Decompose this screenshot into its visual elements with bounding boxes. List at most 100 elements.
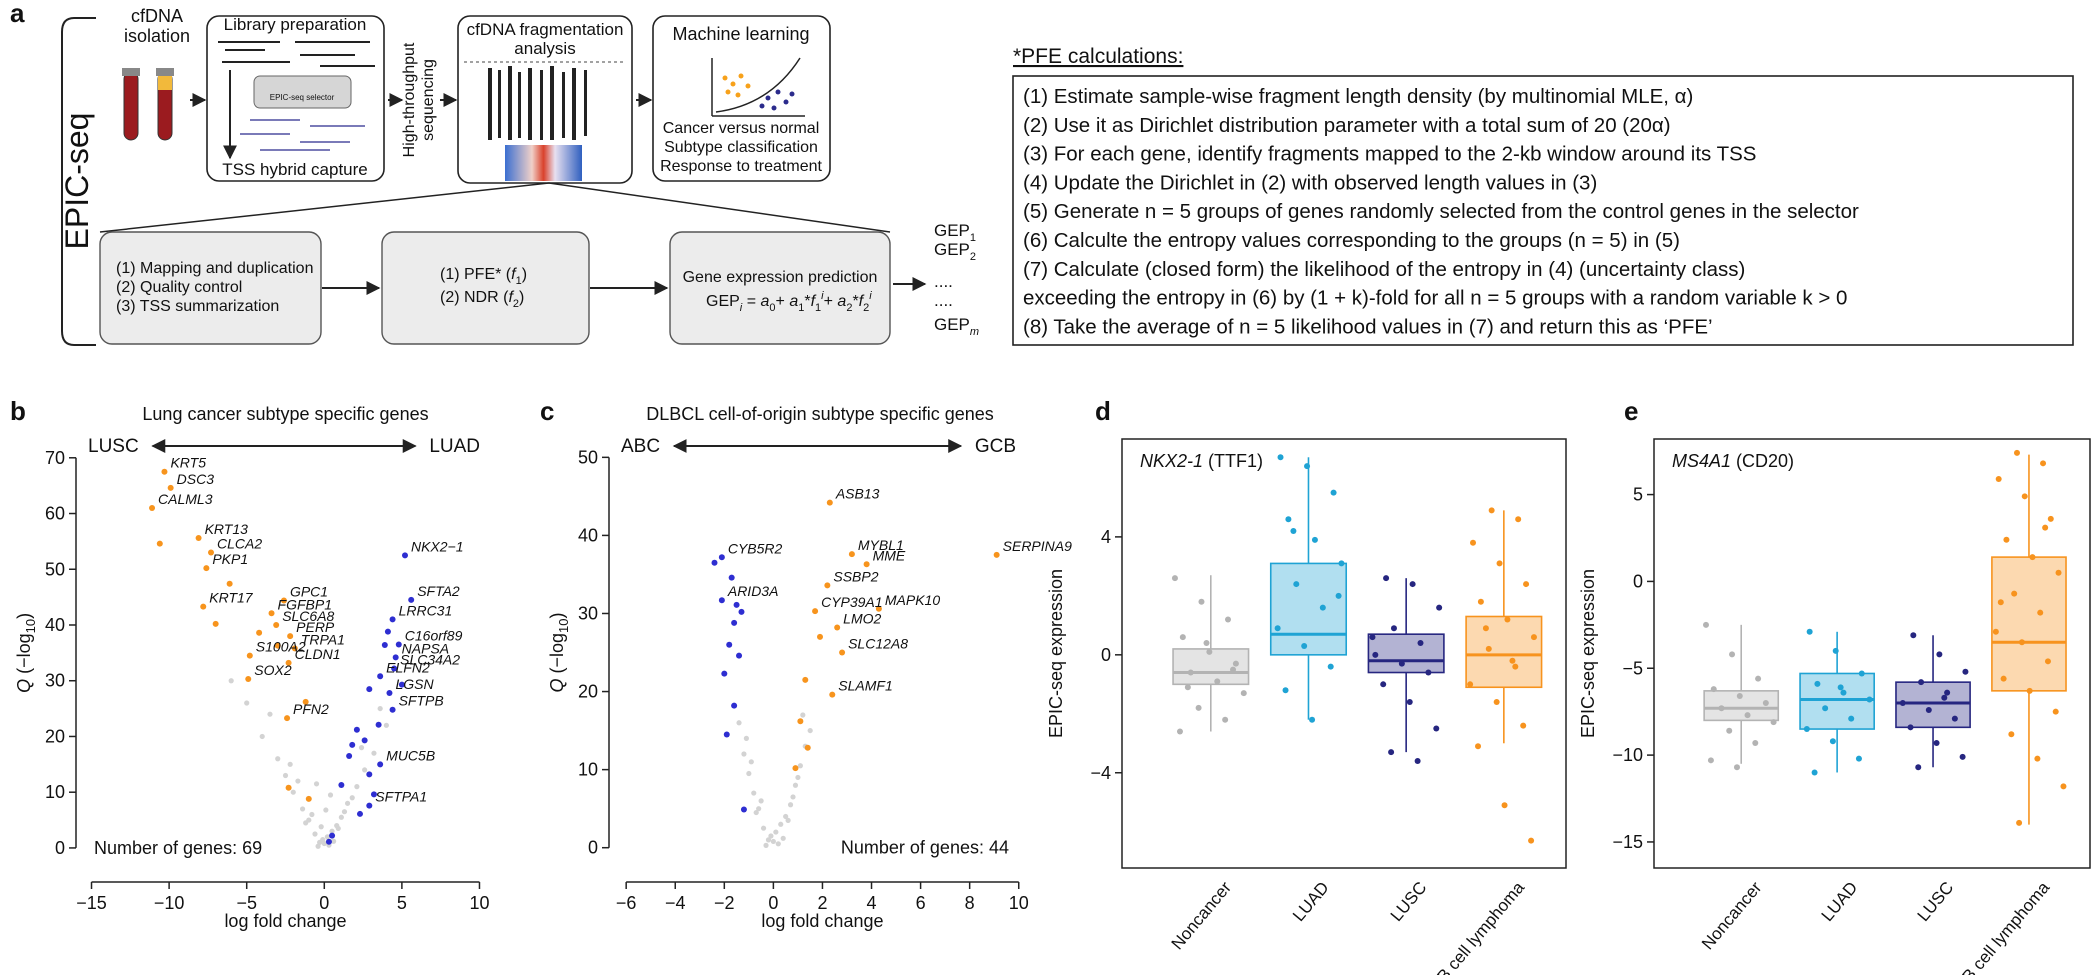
text-part: f <box>859 293 865 310</box>
zoom-line <box>548 182 891 233</box>
y-tick-label: 5 <box>1633 485 1643 505</box>
point <box>383 722 389 728</box>
gene-label: SFTPA1 <box>375 789 427 805</box>
point <box>321 840 327 847</box>
point <box>731 619 738 626</box>
x-tick-label: LUAD <box>1818 878 1862 925</box>
point <box>765 837 772 843</box>
point <box>1179 634 1186 641</box>
text-part: f <box>511 266 517 283</box>
point <box>246 652 253 659</box>
point <box>1941 694 1948 701</box>
point <box>1433 725 1440 732</box>
output: GEPm <box>934 315 979 338</box>
y-tick-label: 0 <box>55 838 65 858</box>
ml-line: Cancer versus normal <box>663 120 820 137</box>
pfe-line: (1) Estimate sample-wise fragment length… <box>1023 85 1693 108</box>
text-part: 2 <box>513 298 519 310</box>
step-line: (2) NDR (f2) <box>440 289 524 310</box>
point <box>1496 560 1503 567</box>
x-tick-label: 0 <box>319 893 329 913</box>
point <box>1520 722 1527 729</box>
text-part: = <box>742 293 760 310</box>
point <box>741 751 747 757</box>
x-tick-label: 5 <box>397 893 407 913</box>
point <box>723 731 730 738</box>
pfe-line: (7) Calculate (closed form) the likeliho… <box>1023 258 1745 281</box>
point <box>753 809 759 816</box>
point <box>1467 681 1474 688</box>
point <box>256 629 263 636</box>
step-box <box>99 231 322 345</box>
text-part: 1 <box>516 275 522 287</box>
point <box>353 726 360 733</box>
point <box>1501 802 1508 809</box>
point <box>1425 669 1432 676</box>
point <box>259 733 265 740</box>
point <box>1274 625 1281 632</box>
ml-line: Subtype classification <box>664 139 818 156</box>
point <box>356 810 363 817</box>
gene-label: LMO2 <box>843 611 881 627</box>
y-axis-label: EPIC-seq expression <box>1578 569 1598 738</box>
right-label: LUAD <box>429 436 480 457</box>
point <box>1203 640 1210 647</box>
text-part: GEP <box>934 240 970 259</box>
heatmap <box>505 145 582 181</box>
point <box>2055 569 2062 576</box>
chart-title: NKX2-1 (TTF1) <box>1140 451 1263 471</box>
gene-label: CYP39A1 <box>821 594 882 610</box>
point <box>721 670 728 677</box>
point <box>377 705 383 712</box>
y-tick-label: 30 <box>45 671 65 691</box>
gene-label: SSBP2 <box>833 568 878 584</box>
point <box>748 759 754 765</box>
sequencing-line: High-throughput <box>401 42 418 157</box>
point <box>285 659 292 666</box>
point <box>1803 726 1810 733</box>
point <box>778 821 784 827</box>
point <box>366 771 373 778</box>
gene-label: TRPA1 <box>301 631 345 647</box>
point <box>268 610 275 617</box>
step-box <box>669 231 891 345</box>
point <box>1475 743 1482 750</box>
point <box>1277 454 1284 461</box>
point <box>1311 536 1318 543</box>
gene-label: CLDN1 <box>295 646 341 662</box>
x-tick-label: −5 <box>236 893 257 913</box>
text-part: 2 <box>863 302 869 314</box>
point <box>1184 684 1191 691</box>
x-tick-label: 10 <box>469 893 489 913</box>
point <box>1840 689 1847 696</box>
panel-label: c <box>540 396 554 426</box>
point <box>295 778 301 784</box>
y-tick-label: 50 <box>578 447 598 467</box>
point <box>1806 628 1813 635</box>
point <box>736 720 742 726</box>
point <box>1214 678 1221 685</box>
gene-label: KRT5 <box>170 455 206 471</box>
x-tick-label: LUSC <box>1387 878 1431 925</box>
gene-label: SERPINA9 <box>1003 538 1072 554</box>
point <box>728 574 735 581</box>
text-part: 1 <box>815 302 821 314</box>
point <box>275 756 281 762</box>
step-line: (1) Mapping and duplication <box>116 260 313 277</box>
point <box>284 715 291 722</box>
pfe-title: *PFE calculations: <box>1013 45 1183 68</box>
point <box>200 603 207 610</box>
pfe-line: (2) Use it as Dirichlet distribution par… <box>1023 114 1671 137</box>
point <box>1530 634 1537 641</box>
point <box>743 735 749 742</box>
point <box>2060 783 2067 790</box>
point <box>1899 700 1906 706</box>
point <box>1301 642 1308 649</box>
point <box>346 752 353 759</box>
ml-title: Machine learning <box>672 24 809 44</box>
y-tick-label: −5 <box>1622 658 1643 678</box>
box <box>1895 681 1971 729</box>
point <box>1482 625 1489 632</box>
point <box>726 641 733 648</box>
captured-fragments <box>240 119 365 151</box>
